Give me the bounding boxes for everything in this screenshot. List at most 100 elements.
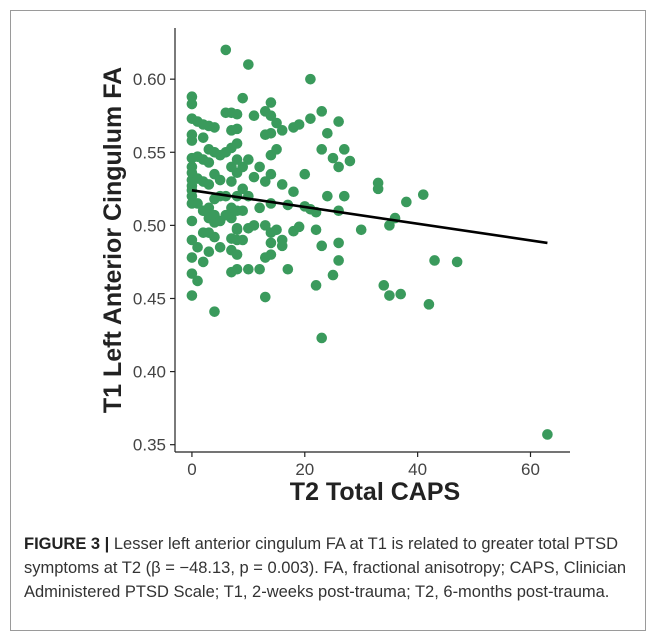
data-point (215, 242, 226, 253)
data-point (333, 116, 344, 127)
data-point (452, 257, 463, 268)
data-point (232, 249, 243, 260)
data-point (192, 242, 203, 253)
data-point (311, 280, 322, 291)
data-point (311, 224, 322, 235)
data-point (328, 270, 339, 281)
data-point (384, 290, 395, 301)
data-point (220, 210, 231, 221)
data-point (209, 306, 220, 317)
data-point (429, 255, 440, 266)
data-point (198, 257, 209, 268)
data-points (187, 45, 553, 440)
data-point (243, 264, 254, 275)
data-point (260, 292, 271, 303)
data-point (271, 144, 282, 155)
data-point (294, 119, 305, 130)
data-point (283, 264, 294, 275)
data-point (333, 255, 344, 266)
data-point (333, 162, 344, 173)
data-point (192, 276, 203, 287)
data-point (266, 97, 277, 108)
data-point (237, 235, 248, 246)
y-axis-label: T1 Left Anterior Cingulum FA (99, 67, 127, 413)
data-point (356, 224, 367, 235)
data-point (378, 280, 389, 291)
data-point (345, 156, 356, 167)
data-point (339, 144, 350, 155)
data-point (424, 299, 435, 310)
data-point (266, 169, 277, 180)
data-point (266, 238, 277, 249)
x-tick-label: 60 (521, 460, 540, 479)
x-tick-label: 40 (408, 460, 427, 479)
data-point (243, 154, 254, 165)
data-point (277, 241, 288, 252)
x-axis-label: T2 Total CAPS (290, 478, 460, 506)
scatter-plot: 0.35 0.40 0.45 0.50 0.55 0.60 0 20 40 60 T2 Tota… (0, 0, 657, 530)
y-tick-label: 0.40 (133, 363, 166, 382)
data-point (339, 191, 350, 202)
data-point (249, 172, 260, 183)
y-tick-label: 0.45 (133, 289, 166, 308)
data-point (209, 232, 220, 243)
data-point (198, 205, 209, 216)
data-point (226, 176, 237, 187)
data-point (266, 249, 277, 260)
data-point (249, 110, 260, 121)
data-point (277, 125, 288, 136)
data-point (333, 238, 344, 249)
data-point (243, 59, 254, 70)
data-point (237, 205, 248, 216)
data-point (187, 290, 198, 301)
data-point (254, 203, 265, 214)
data-point (204, 157, 215, 168)
data-point (395, 289, 406, 300)
data-point (187, 99, 198, 110)
caption-text: Lesser left anterior cingulum FA at T1 i… (24, 535, 626, 601)
data-point (322, 128, 333, 139)
data-point (305, 74, 316, 85)
data-point (187, 216, 198, 227)
data-point (215, 175, 226, 186)
data-point (277, 179, 288, 190)
data-point (254, 162, 265, 173)
data-point (316, 106, 327, 117)
x-tick-label: 0 (187, 460, 196, 479)
data-point (418, 189, 429, 200)
x-tick-label: 20 (295, 460, 314, 479)
data-point (288, 186, 299, 197)
data-point (316, 144, 327, 155)
data-point (237, 93, 248, 104)
data-point (266, 128, 277, 139)
y-tick-label: 0.60 (133, 70, 166, 89)
data-point (266, 227, 277, 238)
y-tick-label: 0.50 (133, 216, 166, 235)
y-tick-label: 0.35 (133, 436, 166, 455)
x-axis: 0 20 40 60 (175, 452, 570, 479)
data-point (232, 124, 243, 135)
data-point (305, 113, 316, 124)
data-point (254, 264, 265, 275)
regression-line-group (192, 190, 548, 243)
y-axis: 0.35 0.40 0.45 0.50 0.55 0.60 (133, 28, 175, 455)
caption-lead: FIGURE 3 | (24, 535, 109, 553)
data-point (316, 241, 327, 252)
data-point (209, 122, 220, 133)
data-point (328, 153, 339, 164)
figure-caption: FIGURE 3 | Lesser left anterior cingulum… (24, 532, 634, 604)
data-point (232, 264, 243, 275)
y-tick-label: 0.55 (133, 143, 166, 162)
data-point (204, 179, 215, 190)
data-point (187, 135, 198, 146)
data-point (232, 109, 243, 120)
data-point (373, 184, 384, 195)
data-point (401, 197, 412, 208)
data-point (322, 191, 333, 202)
data-point (243, 223, 254, 234)
data-point (204, 246, 215, 257)
data-point (187, 252, 198, 263)
data-point (232, 224, 243, 235)
data-point (198, 132, 209, 143)
data-point (316, 333, 327, 344)
